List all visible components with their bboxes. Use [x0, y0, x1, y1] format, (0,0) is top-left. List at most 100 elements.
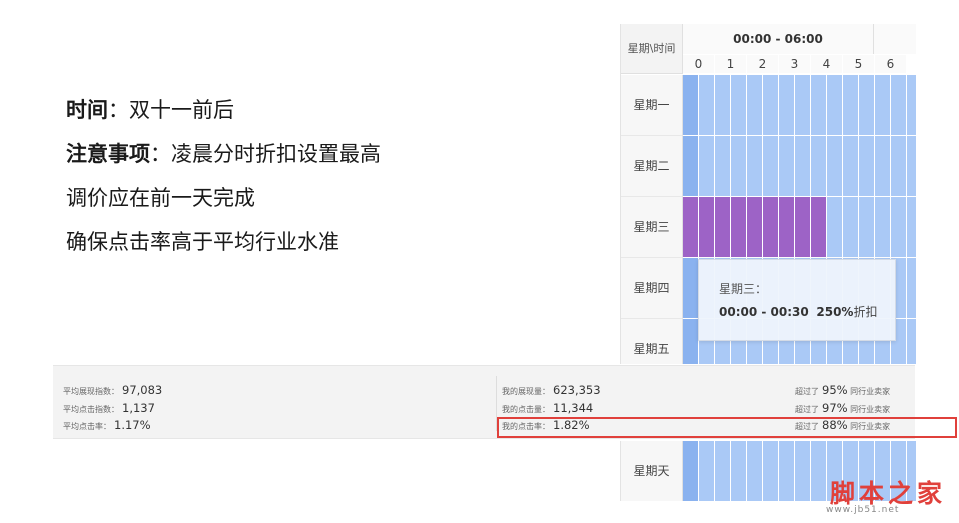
time-slot-cell[interactable] — [859, 441, 874, 501]
time-slot-cell[interactable] — [811, 75, 826, 135]
time-slot-cell[interactable] — [683, 441, 698, 501]
time-slot-cell[interactable] — [715, 441, 730, 501]
time-slot-cell[interactable] — [715, 197, 730, 257]
hour-label: 4 — [811, 55, 842, 73]
time-slot-cell[interactable] — [779, 197, 794, 257]
time-slot-cell[interactable] — [715, 75, 730, 135]
time-slot-cell[interactable] — [683, 197, 698, 257]
time-slot-cell[interactable] — [827, 441, 842, 501]
time-slot-cell[interactable] — [891, 197, 906, 257]
time-slot-cell[interactable] — [747, 75, 762, 135]
beat-prefix: 超过了 — [795, 422, 819, 431]
note-line: 确保点击率高于平均行业水准 — [66, 220, 381, 264]
time-slot-cell[interactable] — [843, 441, 858, 501]
time-slot-cell[interactable] — [699, 441, 714, 501]
time-slot-cell[interactable] — [891, 441, 906, 501]
stats-divider — [496, 376, 497, 431]
time-slot-cell[interactable] — [875, 197, 890, 257]
stat-label: 平均展现指数： — [63, 387, 119, 396]
ctr-highlight-box — [497, 417, 957, 438]
time-slot-cell[interactable] — [731, 197, 746, 257]
time-slot-cell[interactable] — [699, 136, 714, 196]
cell-tooltip: 星期三： 00:00 - 00:30 250%折扣 — [698, 259, 896, 341]
time-slot-cell[interactable] — [859, 136, 874, 196]
beat-prefix: 超过了 — [795, 387, 819, 396]
time-slot-cell[interactable] — [731, 136, 746, 196]
time-slot-cell[interactable] — [683, 319, 698, 364]
day-label-fri: 星期五 — [621, 319, 683, 364]
time-slot-cell[interactable] — [827, 197, 842, 257]
day-label-sun: 星期天 — [621, 441, 683, 501]
avg-impression-index: 平均展现指数： 97,083 — [63, 383, 162, 397]
notes-block: 时间：双十一前后 注意事项：凌晨分时折扣设置最高 调价应在前一天完成 确保点击率… — [66, 88, 381, 264]
tooltip-discount: 250% — [816, 305, 854, 319]
stat-label: 平均点击率： — [63, 422, 111, 431]
time-slot-cell[interactable] — [843, 197, 858, 257]
note-text: 调价应在前一天完成 — [66, 186, 255, 210]
time-slot-cell[interactable] — [683, 136, 698, 196]
time-slot-cell[interactable] — [907, 258, 916, 318]
tooltip-discount-suffix: 折扣 — [853, 305, 878, 319]
time-slot-cell[interactable] — [891, 136, 906, 196]
time-slot-cell[interactable] — [907, 441, 916, 501]
time-slot-cell[interactable] — [683, 258, 698, 318]
hour-label: 3 — [779, 55, 810, 73]
time-slot-cell[interactable] — [747, 136, 762, 196]
time-slot-cell[interactable] — [779, 441, 794, 501]
tooltip-body: 00:00 - 00:30 250%折扣 — [719, 303, 877, 320]
time-slot-cell[interactable] — [907, 197, 916, 257]
time-slot-cell[interactable] — [731, 441, 746, 501]
tooltip-time: 00:00 - 00:30 — [719, 305, 809, 319]
time-slot-cell[interactable] — [795, 441, 810, 501]
time-slot-cell[interactable] — [891, 75, 906, 135]
time-slot-cell[interactable] — [763, 136, 778, 196]
site-watermark-url: www.jb51.net — [826, 505, 900, 515]
time-slot-cell[interactable] — [699, 197, 714, 257]
time-slot-cell[interactable] — [875, 441, 890, 501]
time-slot-cell[interactable] — [859, 75, 874, 135]
time-slot-cell[interactable] — [795, 75, 810, 135]
time-slot-cell[interactable] — [907, 75, 916, 135]
time-slot-cell[interactable] — [699, 75, 714, 135]
time-slot-cell[interactable] — [779, 136, 794, 196]
time-slot-cell[interactable] — [731, 75, 746, 135]
my-impressions: 我的展现量： 623,353 — [502, 383, 601, 397]
time-slot-cell[interactable] — [811, 441, 826, 501]
time-slot-cell[interactable] — [859, 197, 874, 257]
tooltip-title: 星期三： — [719, 282, 768, 296]
time-slot-cell[interactable] — [875, 75, 890, 135]
time-slot-cell[interactable] — [811, 197, 826, 257]
time-slot-cell[interactable] — [827, 136, 842, 196]
note-heading: 时间 — [66, 98, 108, 122]
time-slot-cell[interactable] — [779, 75, 794, 135]
beat-value: 88% — [822, 418, 848, 432]
time-slot-cell[interactable] — [763, 441, 778, 501]
time-slot-cell[interactable] — [747, 441, 762, 501]
hour-label: 1 — [715, 55, 746, 73]
time-slot-cell[interactable] — [795, 197, 810, 257]
time-slot-cell[interactable] — [875, 136, 890, 196]
time-slot-cell[interactable] — [907, 136, 916, 196]
note-text: ：双十一前后 — [108, 98, 234, 122]
time-slot-cell[interactable] — [763, 197, 778, 257]
note-text: 确保点击率高于平均行业水准 — [66, 230, 339, 254]
note-line: 时间：双十一前后 — [66, 88, 381, 132]
time-slot-cell[interactable] — [715, 136, 730, 196]
beat-value: 95% — [822, 383, 848, 397]
time-slot-cell[interactable] — [827, 75, 842, 135]
time-slot-cell[interactable] — [907, 319, 916, 364]
stat-value: 1.17% — [114, 418, 151, 432]
stat-value: 11,344 — [553, 401, 594, 415]
time-slot-cell[interactable] — [843, 136, 858, 196]
time-slot-cell[interactable] — [795, 136, 810, 196]
time-slot-cell[interactable] — [763, 75, 778, 135]
time-slot-cell[interactable] — [811, 136, 826, 196]
note-line: 注意事项：凌晨分时折扣设置最高 — [66, 132, 381, 176]
impressions-percentile: 超过了 95% 同行业卖家 — [795, 383, 890, 397]
time-slot-cell[interactable] — [843, 75, 858, 135]
time-slot-cell[interactable] — [747, 197, 762, 257]
beat-value: 97% — [822, 401, 848, 415]
time-slot-cell[interactable] — [683, 75, 698, 135]
beat-suffix: 同行业卖家 — [850, 405, 891, 414]
beat-prefix: 超过了 — [795, 405, 819, 414]
